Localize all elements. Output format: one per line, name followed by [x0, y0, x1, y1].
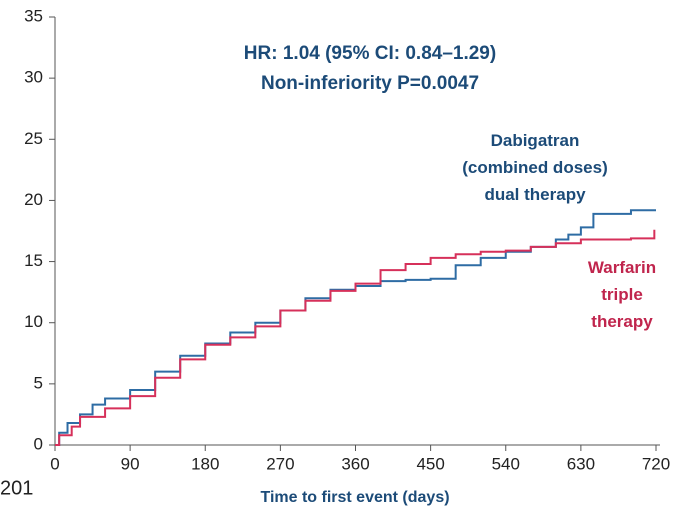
x-tick-label: 630: [567, 454, 595, 473]
x-axis-label: Time to first event (days): [260, 489, 449, 506]
y-tick-label: 0: [34, 434, 43, 453]
annotation: 201: [0, 477, 33, 499]
y-tick-label: 30: [24, 68, 43, 87]
y-tick-label: 15: [24, 251, 43, 270]
x-tick-label: 180: [191, 454, 219, 473]
y-tick-label: 35: [24, 6, 43, 25]
series-label: Warfarin triple therapy: [587, 258, 657, 331]
series-line: [55, 209, 656, 446]
x-tick-label: 450: [416, 454, 444, 473]
x-tick-label: 360: [341, 454, 369, 473]
series-label: Dabigatran (combined doses) dual therapy: [462, 131, 608, 204]
x-tick-label: 270: [266, 454, 294, 473]
series-line: [55, 229, 656, 446]
y-tick-label: 20: [24, 190, 43, 209]
y-tick-label: 10: [24, 312, 43, 331]
y-tick-label: 25: [24, 129, 43, 148]
x-tick-label: 720: [642, 454, 670, 473]
annotation: Non-inferiority P=0.0047: [261, 73, 479, 94]
x-tick-label: 0: [50, 454, 59, 473]
y-tick-label: 5: [34, 373, 43, 392]
annotation: HR: 1.04 (95% CI: 0.84–1.29): [244, 43, 496, 64]
x-tick-label: 90: [121, 454, 140, 473]
x-tick-label: 540: [492, 454, 520, 473]
